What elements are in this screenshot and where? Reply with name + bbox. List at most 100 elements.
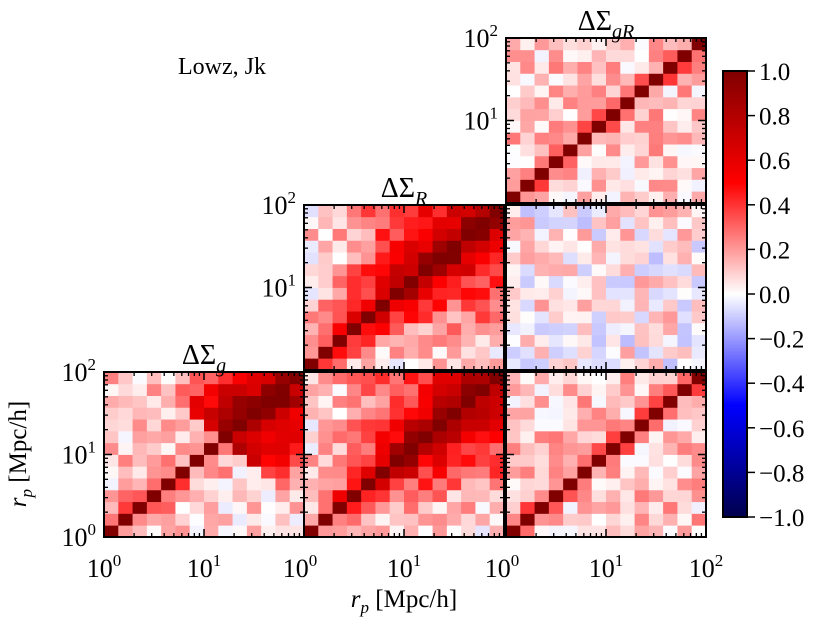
heatmap-cell [489,205,505,218]
heatmap-cell [534,85,550,98]
heatmap-cell [304,322,319,336]
heatmap-cell [432,334,448,347]
heatmap-cell [318,442,333,455]
heatmap-cell [489,216,505,229]
heatmap-cell [146,372,162,385]
heatmap-cell [648,73,664,86]
heatmap-cell [361,442,376,455]
heatmap-cell [204,513,219,526]
heatmap-cell [620,311,635,324]
heatmap-cell [591,216,607,229]
heatmap-cell [506,525,521,538]
heatmap-cell [663,132,678,145]
heatmap-cell [606,430,621,444]
heatmap-cell [104,430,119,444]
heatmap-cell [634,205,650,218]
heatmap-cell [548,372,564,385]
heatmap-cell [591,334,607,347]
heatmap-cell [375,395,391,408]
heatmap-cell [318,240,333,253]
heatmap-cell [620,191,635,204]
heatmap-cell [304,216,319,229]
heatmap-cell [461,442,476,455]
heatmap-cell [418,287,433,300]
heatmap-cell [461,395,476,408]
heatmap-cell [506,287,521,300]
heatmap-cell [506,73,521,86]
heatmap-cell [634,38,650,51]
heatmap-cell [677,61,693,74]
heatmap-cell [663,240,678,253]
heatmap-cell [489,240,505,253]
heatmap-cell [461,228,476,241]
heatmap-cell [677,96,693,110]
heatmap-cell [332,407,348,420]
heatmap-cell [634,73,650,86]
heatmap-cell [475,466,491,479]
heatmap-cell [218,525,233,538]
heatmap-cell [520,61,535,74]
heatmap-cell [577,240,593,253]
heatmap-cell [548,240,564,253]
heatmap-cell [204,478,219,491]
heatmap-cell [475,299,491,312]
heatmap-cell [246,454,262,467]
heatmap-cell [506,275,521,288]
heatmap-cell [318,419,333,432]
heatmap-cell [591,275,607,288]
heatmap-cell [591,205,607,218]
heatmap-cell [104,501,119,514]
heatmap-cell [346,430,362,444]
heatmap-cell [404,346,419,359]
heatmap-cell [461,263,476,277]
x-axis-label: rp [Mpc/h] [351,586,457,617]
heatmap-cell [663,287,678,300]
heatmap-cell [418,263,433,277]
heatmap-cell [389,358,405,371]
heatmap-cell [677,358,693,371]
heatmap-cell [146,478,162,491]
heatmap-cell [634,144,650,157]
heatmap-cell [389,311,405,324]
heatmap-cell [534,144,550,157]
heatmap-cell [520,489,535,503]
heatmap-cell [577,85,593,98]
heatmap-cell [218,489,233,503]
heatmap-cell [648,334,664,347]
heatmap-cell [620,442,635,455]
heatmap-cell [606,383,621,396]
heatmap-cell [132,489,148,503]
heatmap-cell [361,419,376,432]
heatmap-cell [634,407,650,420]
heatmap-cell [275,501,291,514]
heatmap-cell [289,430,305,444]
heatmap-cell [146,525,162,538]
heatmap-cell [634,525,650,538]
heatmap-cell [634,478,650,491]
heatmap-cell [232,525,248,538]
heatmap-cell [204,442,219,455]
heatmap-cell [520,191,535,204]
heatmap-cell [332,442,348,455]
heatmap-cell [691,372,707,385]
heatmap-cell [318,358,333,371]
heatmap-cell [577,252,593,265]
heatmap-cell [346,407,362,420]
heatmap-cell [534,501,550,514]
heatmap-cell [691,299,707,312]
heatmap-cell [591,240,607,253]
heatmap-cell [606,252,621,265]
heatmap-cell [218,478,233,491]
heatmap-cell [648,525,664,538]
heatmap-cell [289,419,305,432]
heatmap-cell [346,216,362,229]
heatmap-cell [404,252,419,265]
heatmap-cell [332,395,348,408]
heatmap-cell [506,263,521,277]
heatmap-cell [246,478,262,491]
heatmap-cell [461,430,476,444]
heatmap-cell [563,263,578,277]
heatmap-cell [346,358,362,371]
heatmap-cell [475,454,491,467]
heatmap-cell [591,61,607,74]
